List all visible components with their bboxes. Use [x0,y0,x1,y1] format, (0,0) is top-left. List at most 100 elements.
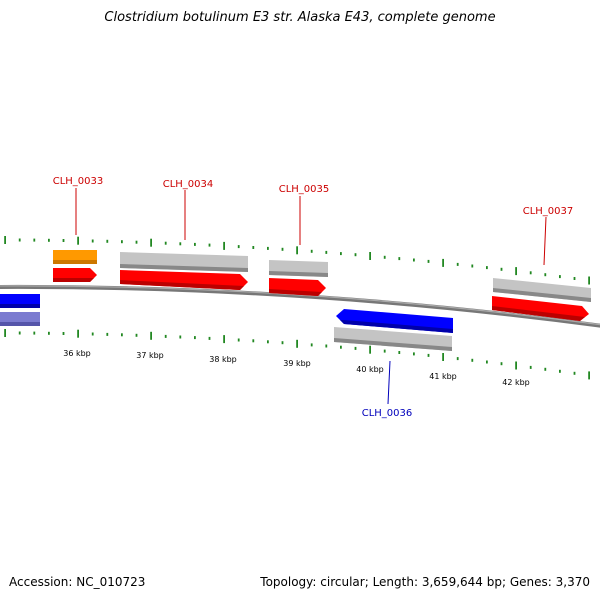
cds-clh-0034-bar-shade [120,264,248,272]
outer-track-major-tick [77,236,79,245]
label-clh-0033[interactable]: CLH_0033 [53,176,104,187]
outer-track-major-tick [442,258,444,267]
inner-track-major-tick [77,329,79,338]
outer-track-major-tick [369,252,371,260]
inner-track-minor-tick [310,343,313,347]
topology-label: Topology: [260,575,317,589]
gene-clh-0034[interactable] [120,252,248,290]
outer-track-minor-tick [544,273,547,277]
gene-partial-left-arrow-shade [0,304,40,308]
inner-track-minor-tick [179,335,182,339]
outer-track-minor-tick [252,246,255,249]
inner-track-minor-tick [325,344,328,348]
outer-track-minor-tick [471,264,474,268]
inner-track-minor-tick [135,333,138,337]
inner-track-minor-tick [486,360,488,364]
outer-track-minor-tick [135,240,138,244]
genome-backbone-highlight [0,285,600,326]
inner-track-minor-tick [62,332,65,335]
inner-track-major-tick [588,371,590,380]
outer-track-minor-tick [106,239,109,243]
outer-track-minor-tick [48,238,50,242]
cds-clh-0033-bar-shade [53,260,97,264]
inner-track-minor-tick [252,339,255,343]
gene-clh-0035-arrow-shade [269,289,322,296]
inner-track-minor-tick [544,367,547,371]
outer-track-minor-tick [267,246,269,250]
inner-track-minor-tick [48,331,50,335]
scale-label-38kbp: 38 kbp [209,355,237,364]
outer-track-minor-tick [91,239,94,243]
accession-value: NC_010723 [76,575,146,589]
inner-track-minor-tick [471,358,474,362]
outer-track-minor-tick [354,253,357,257]
outer-track-minor-tick [62,239,65,242]
scale-label-39kbp: 39 kbp [283,359,311,368]
inner-track-minor-tick [267,340,269,344]
length-text: 3,659,644 bp [421,575,502,589]
gene-partial-left[interactable] [0,294,40,308]
outer-tick-track [4,236,590,285]
gene-labels: CLH_0033 CLH_0034 CLH_0035 CLH_0037 CLH_… [53,176,574,419]
outer-track-minor-tick [325,250,328,254]
outer-track-minor-tick [237,245,240,249]
gene-clh-0034-arrow-shade [120,280,244,290]
outer-track-minor-tick [486,266,488,270]
scale-label-36kbp: 36 kbp [63,349,91,358]
inner-track-minor-tick [208,336,211,340]
scale-label-42kbp: 42 kbp [502,378,530,387]
outer-track-minor-tick [18,238,21,242]
cds-partial-left [0,312,40,326]
outer-track-minor-tick [427,259,430,263]
outer-track-minor-tick [456,262,459,266]
inner-track-minor-tick [559,369,561,373]
outer-track-minor-tick [340,252,342,256]
outer-track-minor-tick [164,241,167,245]
topology-text: circular [320,575,365,589]
label-clh-0037[interactable]: CLH_0037 [523,206,574,217]
inner-track-major-tick [515,361,517,370]
outer-track-minor-tick [383,255,386,259]
inner-track-minor-tick [18,331,21,335]
outer-track-major-tick [150,238,152,247]
inner-track-minor-tick [456,357,459,361]
outer-track-minor-tick [398,257,401,261]
outer-track-major-tick [4,236,6,244]
outer-track-major-tick [296,246,298,255]
scale-label-40kbp: 40 kbp [356,365,384,374]
gene-clh-0033[interactable] [53,250,97,282]
label-clh-0034[interactable]: CLH_0034 [163,179,214,190]
gene-clh-0033-arrow-shade [53,278,94,282]
genes-label: Genes: [509,575,552,589]
cds-clh-0035-bar-shade [269,271,328,277]
inner-track-minor-tick [500,362,503,366]
outer-track-minor-tick [208,243,211,247]
gene-clh-0036[interactable] [334,309,453,351]
inner-track-minor-tick [529,365,532,369]
scale-label-37kbp: 37 kbp [136,351,164,360]
inner-track-minor-tick [573,371,576,375]
topology-value: circular; [320,575,369,589]
genes-value: 3,370 [555,575,590,589]
label-clh-0036[interactable]: CLH_0036 [362,408,413,419]
gene-clh-0035[interactable] [269,260,328,296]
scale-label-41kbp: 41 kbp [429,372,457,381]
inner-track-major-tick [4,329,6,337]
inner-track-minor-tick [281,341,284,345]
label-clh-0035[interactable]: CLH_0035 [279,184,330,195]
outer-track-major-tick [588,276,590,285]
gene-clh-0037-arrow-shade [492,306,585,321]
outer-track-minor-tick [310,249,313,253]
inner-track-minor-tick [340,345,342,349]
inner-track-minor-tick [398,351,401,354]
outer-track-minor-tick [500,267,503,271]
gene-clh-0037[interactable] [492,278,591,321]
outer-track-minor-tick [121,240,123,244]
cds-clh-0036-bar-shade [334,338,452,351]
inner-track-minor-tick [194,336,196,340]
footer-accession: Accession: NC_010723 [9,575,145,589]
outer-track-minor-tick [559,275,561,279]
outer-track-minor-tick [33,238,36,242]
inner-track-minor-tick [164,334,167,338]
